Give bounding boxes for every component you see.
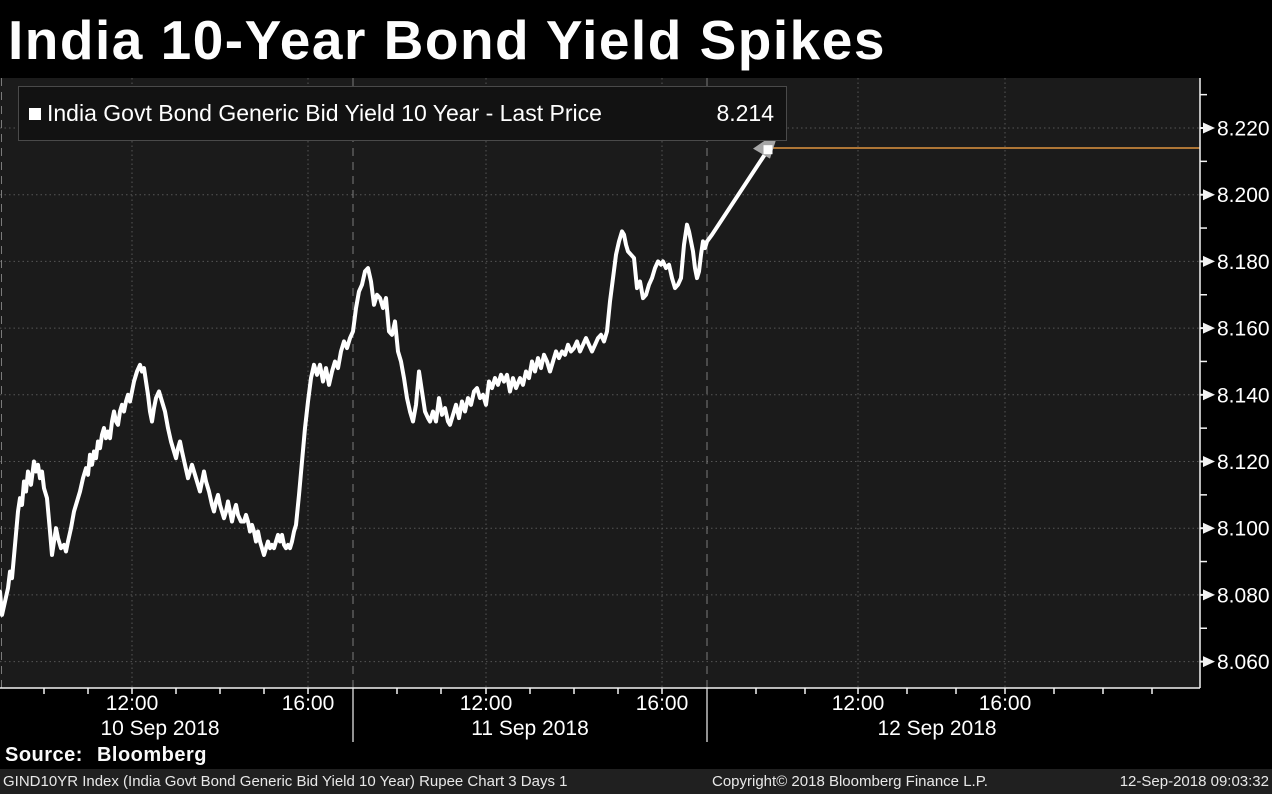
y-tick-arrow-icon xyxy=(1203,656,1215,668)
y-axis-label: 8.100 xyxy=(1217,518,1270,541)
x-hour-label: 12:00 xyxy=(460,692,513,715)
y-axis-label: 8.200 xyxy=(1217,184,1270,207)
y-tick-arrow-icon xyxy=(1203,522,1215,534)
y-axis-label: 8.220 xyxy=(1217,118,1270,141)
y-axis-label: 8.080 xyxy=(1217,584,1270,607)
source-value: Bloomberg xyxy=(96,744,208,766)
y-tick-arrow-icon xyxy=(1203,322,1215,334)
x-hour-label: 16:00 xyxy=(636,692,689,715)
plot-area xyxy=(0,78,1200,688)
x-hour-label: 12:00 xyxy=(106,692,159,715)
y-axis-label: 8.180 xyxy=(1217,251,1270,274)
y-axis-label: 8.160 xyxy=(1217,318,1270,341)
y-axis-label: 8.120 xyxy=(1217,451,1270,474)
legend-box[interactable]: India Govt Bond Generic Bid Yield 10 Yea… xyxy=(18,86,787,141)
x-date-label: 10 Sep 2018 xyxy=(100,717,219,740)
series-swatch-icon xyxy=(29,107,41,120)
footer-bar: GIND10YR Index (India Govt Bond Generic … xyxy=(0,769,1272,794)
y-tick-arrow-icon xyxy=(1203,189,1215,201)
source-label: Source: xyxy=(5,744,83,766)
x-hour-label: 16:00 xyxy=(979,692,1032,715)
footer-copyright: Copyright© 2018 Bloomberg Finance L.P. xyxy=(712,773,988,790)
x-hour-label: 16:00 xyxy=(282,692,335,715)
x-hour-label: 12:00 xyxy=(832,692,885,715)
x-date-label: 12 Sep 2018 xyxy=(877,717,996,740)
y-tick-arrow-icon xyxy=(1203,389,1215,401)
y-tick-arrow-icon xyxy=(1203,456,1215,467)
source-line: Source: Bloomberg xyxy=(5,744,207,767)
yield-line xyxy=(0,147,770,617)
y-axis-label: 8.060 xyxy=(1217,651,1270,674)
legend-series-label: India Govt Bond Generic Bid Yield 10 Yea… xyxy=(47,100,602,126)
x-date-label: 11 Sep 2018 xyxy=(471,717,589,740)
footer-timestamp: 12-Sep-2018 09:03:32 xyxy=(1119,773,1269,790)
last-point-marker xyxy=(763,145,773,155)
y-tick-arrow-icon xyxy=(1203,255,1215,267)
y-tick-arrow-icon xyxy=(1203,589,1215,601)
y-tick-arrow-icon xyxy=(1203,122,1215,134)
legend-last-price-value: 8.214 xyxy=(716,100,774,126)
footer-security-description: GIND10YR Index (India Govt Bond Generic … xyxy=(3,773,568,790)
y-axis-label: 8.140 xyxy=(1217,384,1270,407)
page-title: India 10-Year Bond Yield Spikes xyxy=(8,9,886,71)
